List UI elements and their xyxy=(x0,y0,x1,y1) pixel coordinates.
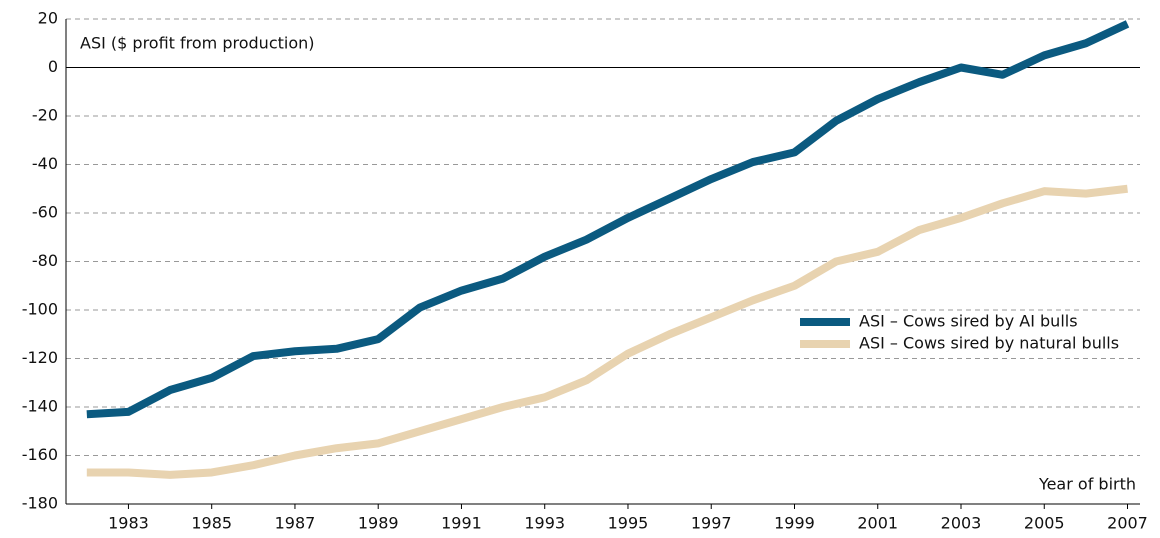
x-tick-label: 1991 xyxy=(441,514,482,533)
y-axis-label: ASI ($ profit from production) xyxy=(80,34,315,53)
y-tick-label: -80 xyxy=(32,251,58,270)
y-tick-label: -140 xyxy=(22,397,58,416)
series-line xyxy=(86,20,1130,419)
y-tick-label: 20 xyxy=(38,9,58,28)
x-tick-label: 2007 xyxy=(1107,514,1148,533)
x-tick-label: 1983 xyxy=(108,514,149,533)
x-tick-label: 2005 xyxy=(1024,514,1065,533)
y-tick-label: -60 xyxy=(32,203,58,222)
x-axis-label: Year of birth xyxy=(1038,475,1136,494)
y-tick-label: 0 xyxy=(48,57,58,76)
y-tick-label: -40 xyxy=(32,154,58,173)
y-tick-label: -20 xyxy=(32,106,58,125)
series-line xyxy=(86,184,1128,479)
x-tick-label: 1999 xyxy=(774,514,815,533)
x-tick-label: 1989 xyxy=(358,514,399,533)
y-tick-label: -100 xyxy=(22,300,58,319)
x-tick-label: 1987 xyxy=(275,514,316,533)
x-tick-label: 1997 xyxy=(691,514,732,533)
y-tick-label: -120 xyxy=(22,348,58,367)
y-tick-label: -180 xyxy=(22,494,58,513)
x-tick-label: 1985 xyxy=(191,514,232,533)
x-tick-label: 2001 xyxy=(857,514,898,533)
x-tick-label: 1995 xyxy=(608,514,649,533)
x-tick-label: 2003 xyxy=(941,514,982,533)
x-tick-label: 1993 xyxy=(524,514,565,533)
y-tick-label: -160 xyxy=(22,445,58,464)
legend-label: ASI – Cows sired by natural bulls xyxy=(859,334,1119,353)
legend-label: ASI – Cows sired by AI bulls xyxy=(859,312,1078,331)
